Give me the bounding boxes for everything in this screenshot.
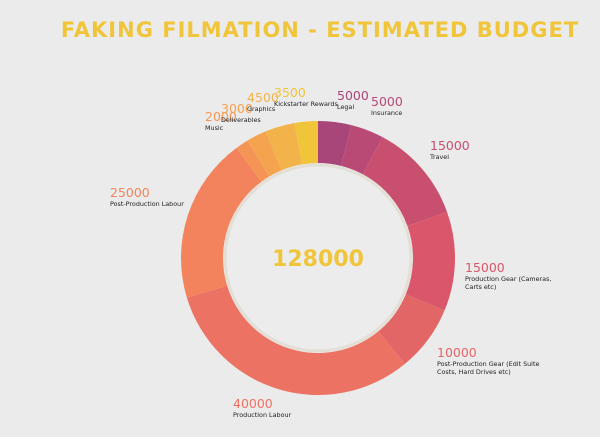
slice-post-production-labour xyxy=(180,147,262,298)
slice-label: Travel xyxy=(429,153,449,161)
slice-value: 40000 xyxy=(233,396,273,411)
slice-value: 15000 xyxy=(430,138,470,153)
slices-group xyxy=(180,121,455,395)
slice-label: Kickstarter Rewards xyxy=(274,100,338,108)
slice-value: 25000 xyxy=(110,185,150,200)
slice-label: Post-Production Gear (Edit Suite Costs, H… xyxy=(437,360,539,376)
slice-label: Post-Production Labour xyxy=(110,200,184,208)
slice-value: 10000 xyxy=(437,345,477,360)
slice-music xyxy=(236,140,270,182)
slice-label: Insurance xyxy=(371,109,402,117)
slice-travel xyxy=(362,137,447,226)
slice-label: Music xyxy=(205,124,224,132)
slice-value: 3000 xyxy=(221,101,253,116)
slice-value: 4500 xyxy=(247,90,279,105)
slice-label: Production Gear (Cameras, Carts etc) xyxy=(465,275,551,291)
slice-value: 15000 xyxy=(465,260,505,275)
slice-label: Deliverables xyxy=(221,116,261,124)
slice-value: 5000 xyxy=(371,94,403,109)
slice-kickstarter-rewards xyxy=(294,121,318,165)
slice-deliverables xyxy=(247,131,282,177)
slice-insurance xyxy=(341,125,383,175)
slice-label: Legal xyxy=(337,103,354,111)
center-total: 128000 xyxy=(272,247,364,272)
slice-label: Production Labour xyxy=(233,411,292,419)
slice-value: 2000 xyxy=(205,109,237,124)
slice-value: 5000 xyxy=(337,88,369,103)
slice-production-gear-cameras-carts-etc xyxy=(405,211,455,311)
slice-legal xyxy=(318,121,352,166)
chart-title: FAKING FILMATION - ESTIMATED BUDGET xyxy=(60,18,580,42)
slice-post-production-gear-edit-suite-costs-hard-drives-etc xyxy=(378,294,445,364)
slice-graphics xyxy=(265,123,302,171)
slice-value: 3500 xyxy=(274,85,306,100)
slice-label: Graphics xyxy=(247,105,276,113)
donut-center xyxy=(223,163,413,353)
slice-production-labour xyxy=(186,285,405,395)
